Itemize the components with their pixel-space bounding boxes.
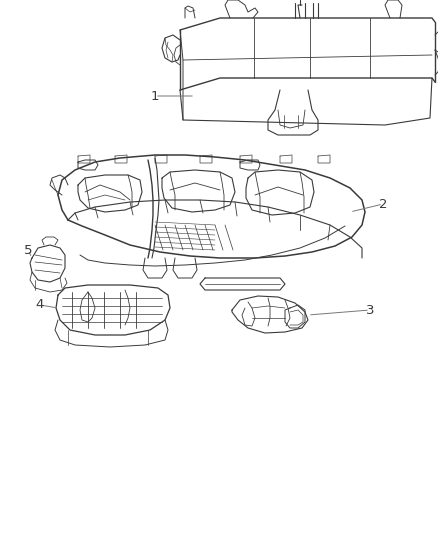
Text: 2: 2 (379, 198, 387, 211)
Text: 5: 5 (24, 244, 32, 256)
Text: 4: 4 (36, 298, 44, 311)
Text: 1: 1 (151, 90, 159, 102)
Text: 3: 3 (366, 303, 374, 317)
